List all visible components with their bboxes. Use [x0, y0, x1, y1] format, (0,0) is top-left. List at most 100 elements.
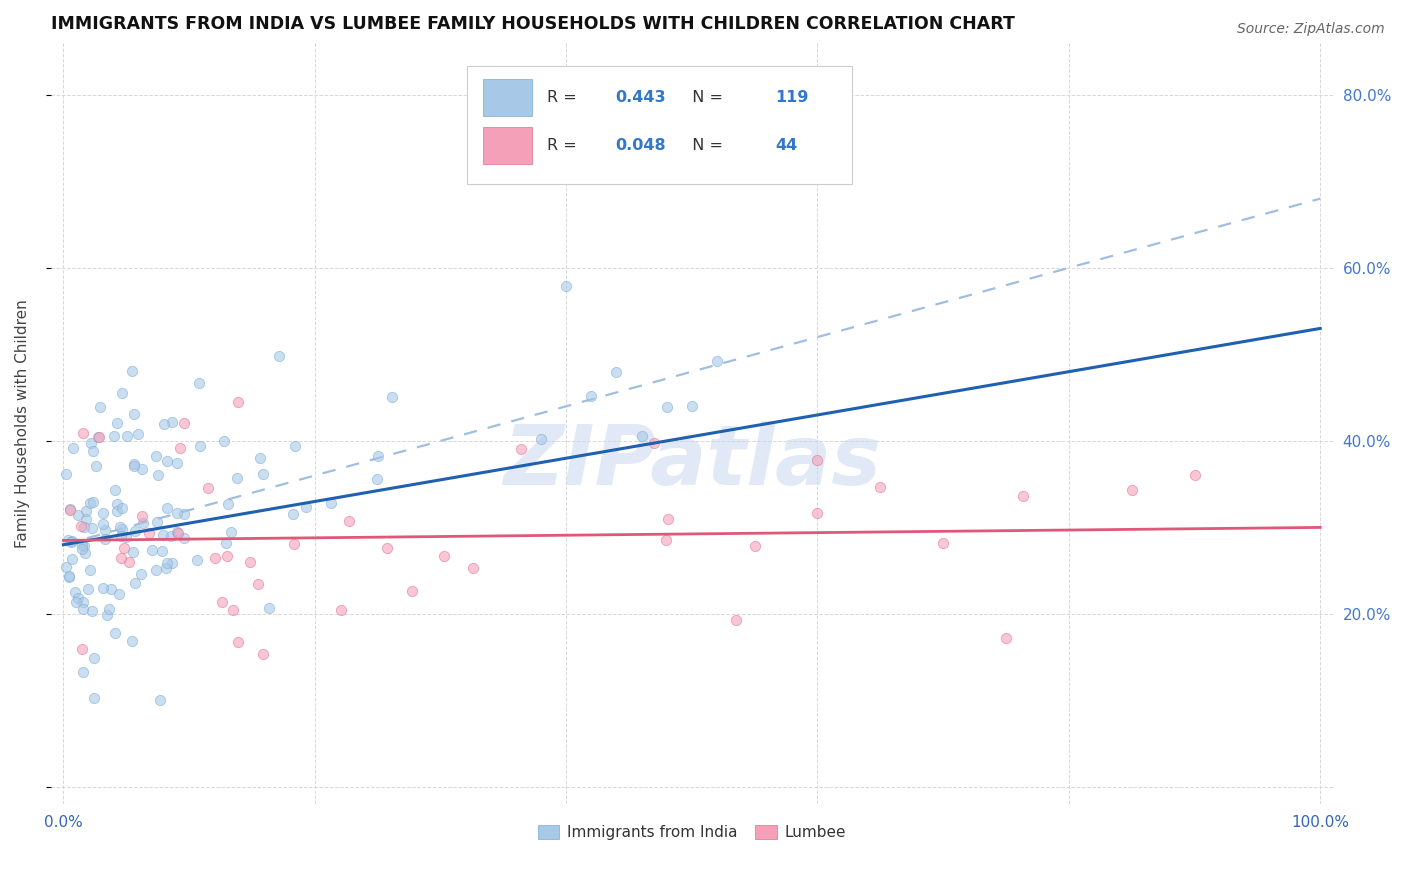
- Point: [156, 556, 179, 570]
- Point: [215, 549, 238, 563]
- Point: [79, 563, 101, 577]
- Point: [145, 449, 167, 463]
- Point: [103, 483, 125, 497]
- Point: [124, 407, 146, 421]
- Point: [284, 439, 307, 453]
- Point: [72, 520, 94, 534]
- Point: [681, 399, 703, 413]
- Point: [226, 635, 249, 649]
- Point: [555, 278, 578, 293]
- FancyBboxPatch shape: [482, 128, 531, 164]
- FancyBboxPatch shape: [482, 79, 531, 116]
- Point: [83, 651, 105, 665]
- Point: [72, 426, 94, 441]
- Point: [173, 532, 195, 546]
- Point: [166, 456, 188, 470]
- Point: [83, 691, 105, 706]
- Text: R =: R =: [547, 138, 582, 153]
- Point: [509, 442, 531, 456]
- Point: [252, 647, 274, 661]
- Point: [124, 524, 146, 539]
- Text: ZIPatlas: ZIPatlas: [503, 421, 880, 502]
- Point: [118, 555, 141, 569]
- Point: [160, 556, 183, 570]
- Point: [869, 480, 891, 494]
- Point: [239, 555, 262, 569]
- Point: [257, 601, 280, 615]
- Point: [65, 595, 87, 609]
- Point: [145, 515, 167, 529]
- Point: [121, 634, 143, 648]
- Point: [76, 582, 98, 596]
- Point: [72, 602, 94, 616]
- Point: [319, 496, 342, 510]
- Point: [82, 494, 104, 508]
- Point: [60, 551, 83, 566]
- Point: [80, 521, 103, 535]
- Point: [1184, 467, 1206, 482]
- Point: [269, 350, 291, 364]
- Point: [655, 533, 678, 548]
- Point: [111, 386, 134, 401]
- Point: [581, 389, 603, 403]
- Point: [89, 401, 111, 415]
- Text: Source: ZipAtlas.com: Source: ZipAtlas.com: [1237, 22, 1385, 37]
- Point: [59, 503, 82, 517]
- Point: [643, 436, 665, 450]
- Point: [160, 529, 183, 543]
- Point: [82, 604, 104, 618]
- Point: [249, 451, 271, 466]
- Point: [84, 458, 107, 473]
- Point: [283, 507, 305, 521]
- Point: [105, 504, 128, 518]
- Point: [197, 481, 219, 495]
- Point: [129, 566, 152, 581]
- FancyBboxPatch shape: [467, 66, 852, 184]
- Point: [806, 506, 828, 520]
- Point: [96, 607, 118, 622]
- Point: [1121, 483, 1143, 497]
- Point: [283, 537, 305, 551]
- Point: [58, 570, 80, 584]
- Point: [59, 502, 82, 516]
- Point: [127, 427, 149, 442]
- Point: [932, 536, 955, 550]
- Point: [115, 530, 138, 544]
- Point: [110, 551, 132, 566]
- Point: [806, 453, 828, 467]
- Point: [187, 376, 209, 391]
- Point: [105, 497, 128, 511]
- Point: [62, 441, 84, 455]
- Point: [60, 533, 83, 548]
- Point: [70, 542, 93, 557]
- Point: [79, 496, 101, 510]
- Point: [204, 550, 226, 565]
- Point: [56, 533, 79, 547]
- Point: [252, 467, 274, 482]
- Point: [63, 585, 86, 599]
- Point: [87, 430, 110, 444]
- Point: [58, 569, 80, 583]
- Point: [103, 429, 125, 443]
- Text: N =: N =: [682, 138, 728, 153]
- Point: [219, 525, 242, 540]
- Point: [91, 506, 114, 520]
- Point: [91, 581, 114, 595]
- Point: [156, 454, 179, 468]
- Text: 119: 119: [775, 90, 808, 105]
- Point: [100, 582, 122, 596]
- Point: [138, 526, 160, 541]
- Point: [80, 436, 103, 450]
- Point: [156, 500, 179, 515]
- Point: [75, 546, 97, 560]
- Point: [166, 506, 188, 520]
- Point: [122, 458, 145, 473]
- Point: [294, 500, 316, 514]
- Point: [630, 429, 652, 443]
- Legend: Immigrants from India, Lumbee: Immigrants from India, Lumbee: [531, 819, 852, 847]
- Point: [93, 532, 115, 546]
- Point: [149, 693, 172, 707]
- Point: [657, 512, 679, 526]
- Point: [70, 642, 93, 657]
- Point: [1011, 489, 1033, 503]
